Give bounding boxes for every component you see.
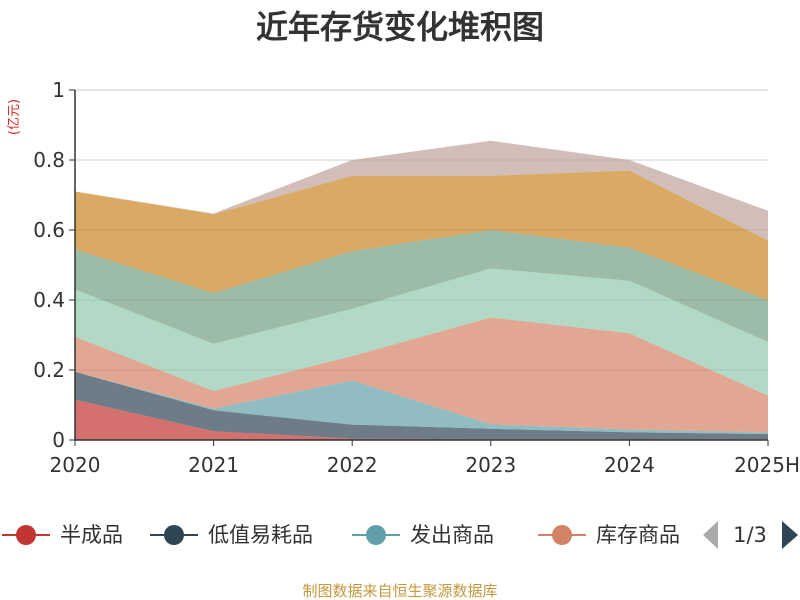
x-tick-label: 2025H (734, 453, 800, 477)
legend-marker (16, 525, 36, 545)
legend-prev-arrow-icon[interactable] (703, 521, 718, 549)
x-tick-label: 2020 (50, 453, 101, 477)
area-series-3 (75, 371, 768, 435)
x-tick-label: 2023 (465, 453, 516, 477)
y-tick-label: 0.8 (33, 148, 65, 172)
x-tick-label: 2022 (327, 453, 378, 477)
y-tick-label: 0.4 (33, 288, 65, 312)
legend-item[interactable]: 发出商品 (352, 523, 494, 547)
legend-label: 低值易耗品 (208, 523, 313, 547)
y-axis-unit: (亿元) (7, 99, 22, 135)
legend-item[interactable]: 库存商品 (538, 523, 680, 547)
legend: 半成品 低值易耗品 发出商品 库存商品 (2, 523, 680, 547)
legend-item[interactable]: 半成品 (2, 523, 123, 547)
area-series (75, 140, 768, 440)
legend-pager: 1/3 (703, 521, 798, 549)
legend-label: 库存商品 (596, 523, 680, 547)
legend-next-arrow-icon[interactable] (782, 521, 798, 549)
y-tick-label: 0.6 (33, 218, 65, 242)
legend-item[interactable]: 低值易耗品 (150, 523, 313, 547)
chart-title: 近年存货变化堆积图 (256, 8, 544, 46)
legend-marker (366, 525, 386, 545)
x-axis-ticks: 2020 2021 2022 2023 2024 2025H (50, 440, 800, 477)
area-series-5 (75, 268, 768, 396)
area-series-2 (75, 371, 768, 440)
area-series-6 (75, 230, 768, 344)
x-tick-label: 2021 (188, 453, 239, 477)
x-tick-label: 2024 (604, 453, 655, 477)
legend-marker (552, 525, 572, 545)
y-tick-label: 0.2 (33, 358, 65, 382)
y-axis-ticks: 0 0.2 0.4 0.6 0.8 1 (33, 78, 75, 452)
legend-label: 发出商品 (410, 523, 494, 547)
area-series-8 (75, 140, 768, 241)
area-series-4 (75, 317, 768, 433)
y-tick-label: 1 (52, 78, 65, 102)
area-series-7 (75, 170, 768, 300)
legend-label: 半成品 (60, 523, 123, 547)
legend-marker (164, 525, 184, 545)
legend-page-indicator: 1/3 (733, 523, 767, 547)
y-tick-label: 0 (52, 428, 65, 452)
data-source: 制图数据来自恒生聚源数据库 (302, 582, 497, 600)
area-series-1 (75, 399, 768, 440)
axes (74, 90, 768, 441)
